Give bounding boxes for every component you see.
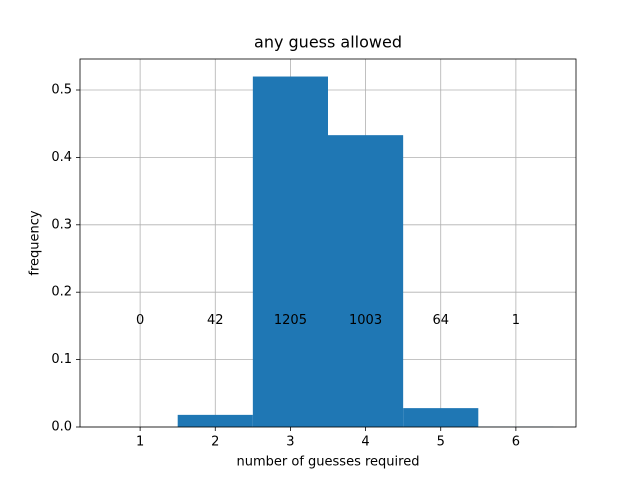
count-label: 1003 xyxy=(349,313,382,328)
plot-frame xyxy=(79,58,577,428)
bar xyxy=(177,414,253,427)
y-axis-label: frequency xyxy=(28,210,43,276)
x-tick-label: 6 xyxy=(512,435,520,450)
y-tick-label: 0.4 xyxy=(51,150,72,165)
count-label: 1 xyxy=(512,313,520,328)
y-tick-label: 0.1 xyxy=(51,352,72,367)
bar xyxy=(252,76,328,428)
bar xyxy=(403,408,479,427)
count-label: 1205 xyxy=(274,313,307,328)
y-tick-label: 0.0 xyxy=(51,420,72,435)
x-tick-label: 5 xyxy=(437,435,445,450)
count-label: 0 xyxy=(136,313,144,328)
x-tick-label: 1 xyxy=(136,435,144,450)
y-tick-label: 0.3 xyxy=(51,217,72,232)
chart-title: any guess allowed xyxy=(254,33,402,52)
count-label: 42 xyxy=(207,313,224,328)
x-tick-label: 4 xyxy=(361,435,369,450)
count-label: 64 xyxy=(432,313,449,328)
x-axis-label: number of guesses required xyxy=(237,455,420,470)
x-tick-label: 2 xyxy=(211,435,219,450)
y-tick-label: 0.2 xyxy=(51,285,72,300)
y-tick-label: 0.5 xyxy=(51,83,72,98)
x-tick-label: 3 xyxy=(286,435,294,450)
bar xyxy=(328,135,404,427)
